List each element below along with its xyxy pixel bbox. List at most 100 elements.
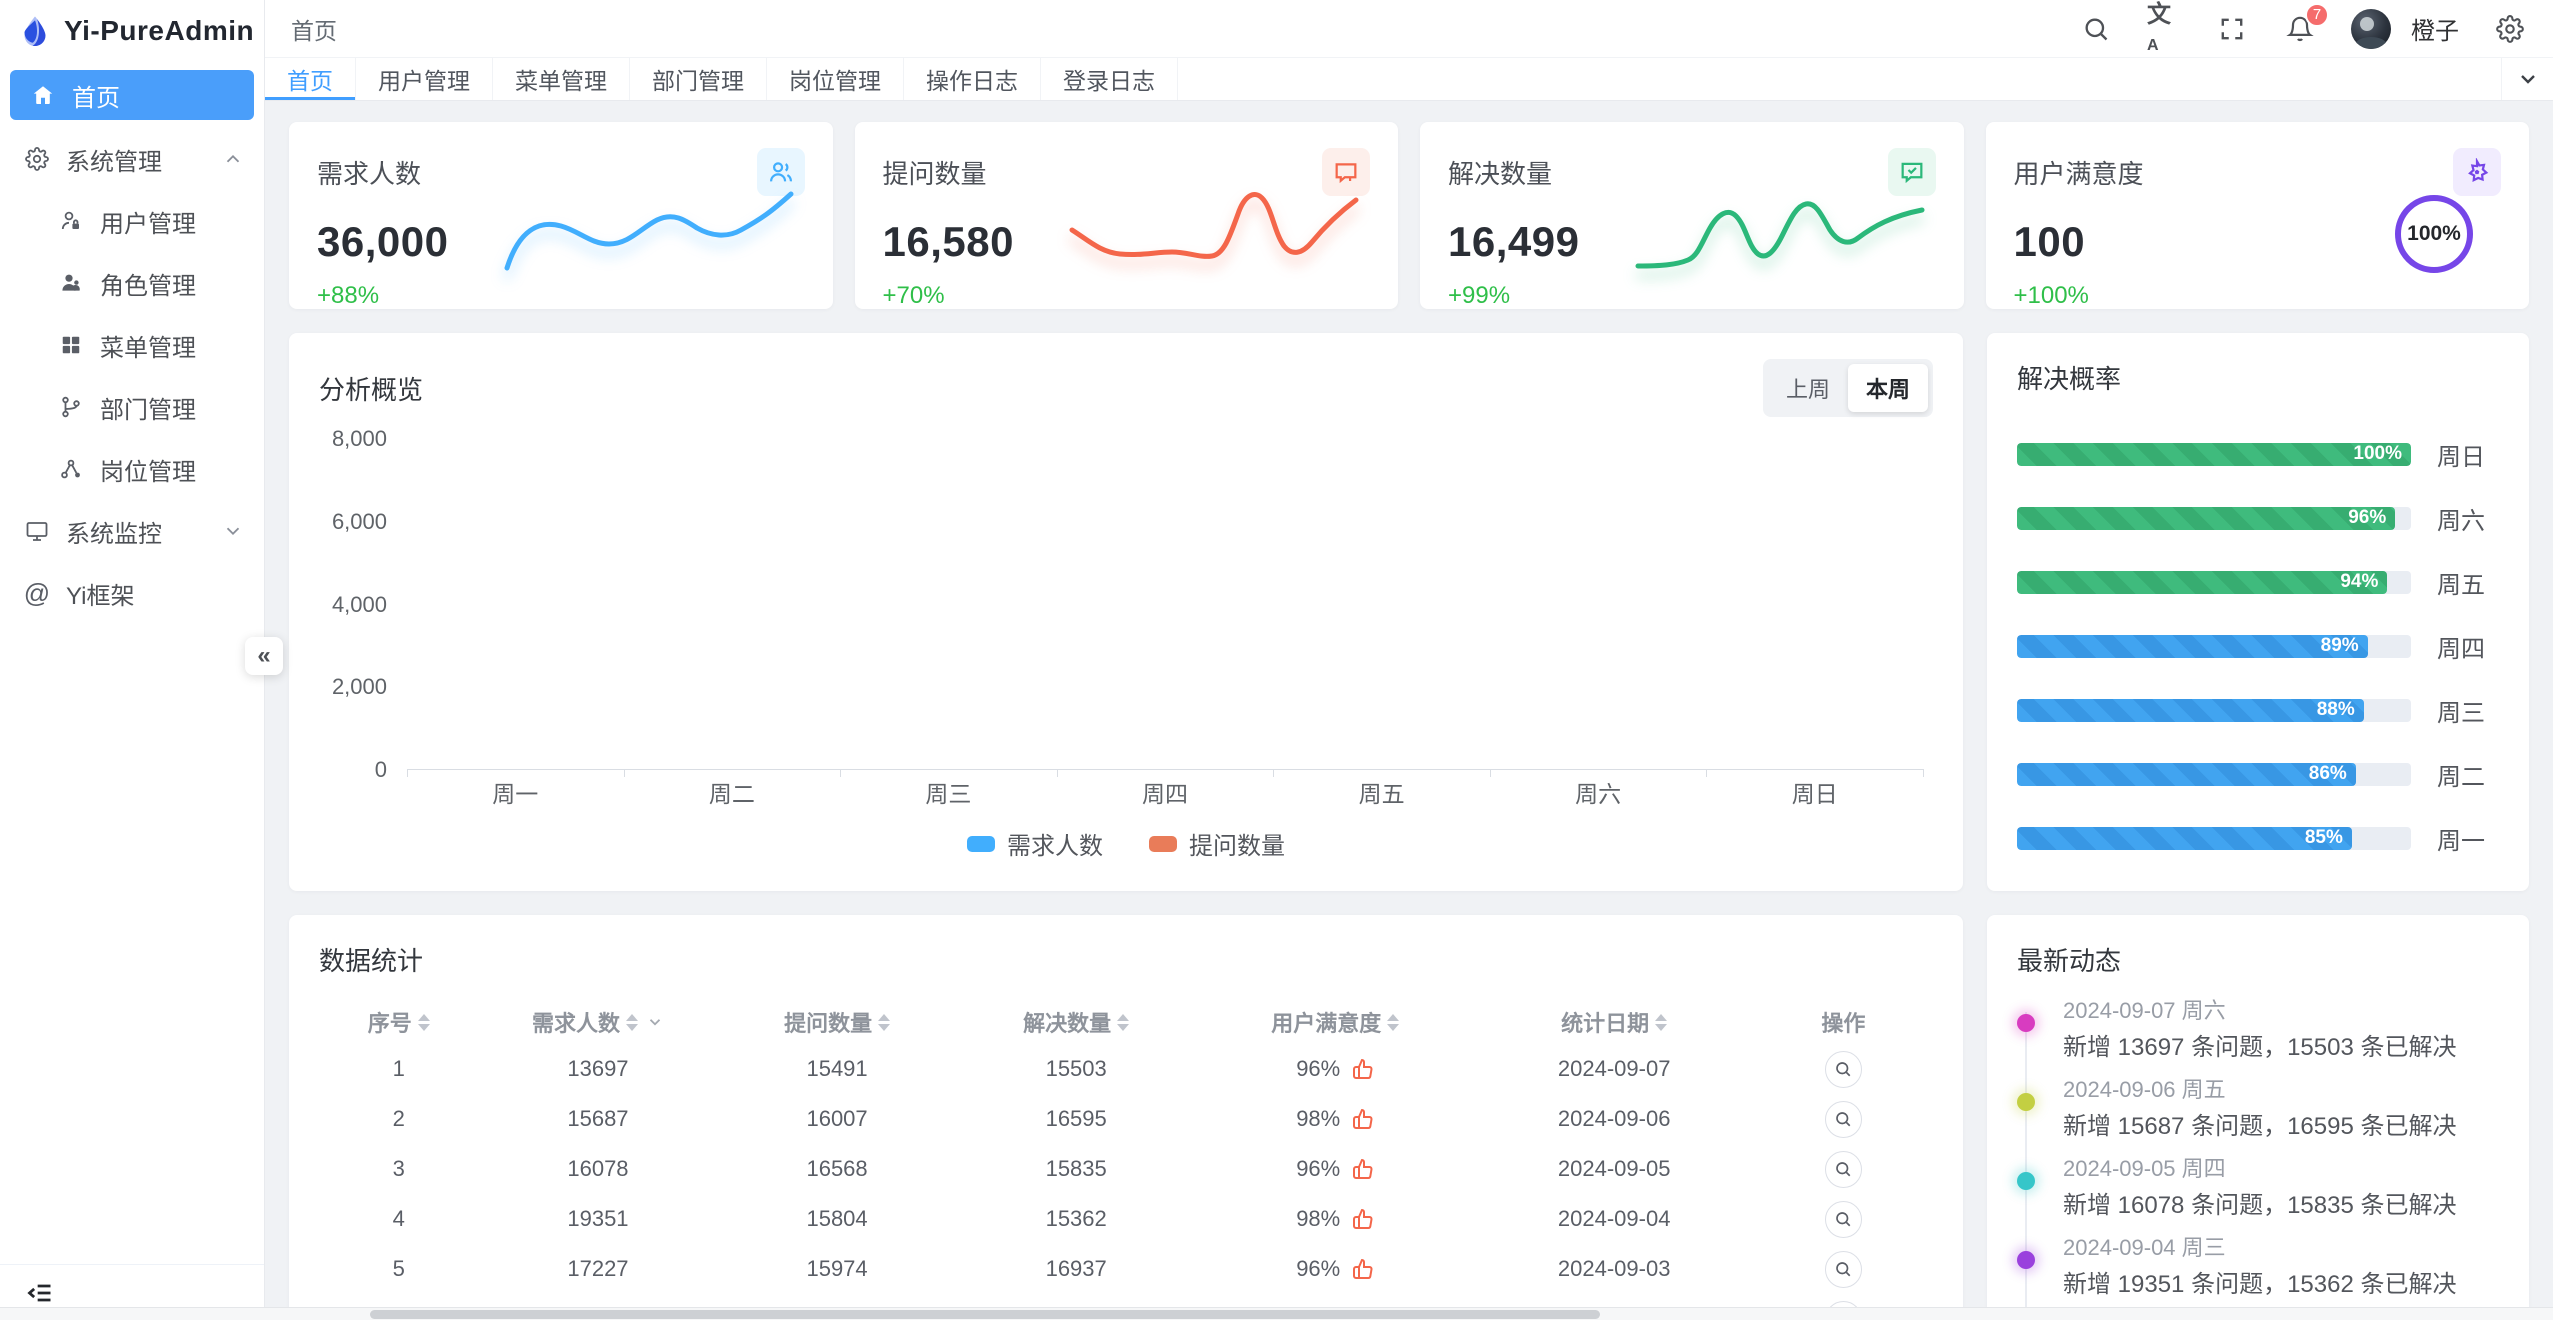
gear-icon[interactable]	[2493, 12, 2527, 46]
table-row: 2 15687 16007 16595 98% 2024-09-06	[319, 1094, 1933, 1144]
horizontal-scrollbar-thumb[interactable]	[370, 1310, 1600, 1319]
tab-部门管理[interactable]: 部门管理	[630, 58, 767, 100]
notification-badge: 7	[2305, 2, 2329, 27]
x-axis-label: 周五	[1358, 781, 1405, 807]
tab-菜单管理[interactable]: 菜单管理	[493, 58, 630, 100]
progress-value: 85%	[2304, 827, 2343, 848]
legend-item-需求人数[interactable]: 需求人数	[967, 826, 1103, 861]
view-row-button[interactable]	[1824, 1200, 1862, 1238]
tab-options-dropdown[interactable]	[2501, 58, 2553, 100]
bell-icon[interactable]: 7	[2283, 2, 2329, 46]
sidebar-item-menu-management[interactable]: 菜单管理	[0, 314, 264, 376]
table-cell	[1754, 1050, 1933, 1088]
view-row-button[interactable]	[1824, 1100, 1862, 1138]
news-text: 新增 16078 条问题，15835 条已解决	[2063, 1192, 2457, 1219]
timeline-dot-icon	[2017, 1014, 2035, 1032]
thumbs-up-icon	[1350, 1157, 1374, 1181]
avatar[interactable]	[2351, 8, 2391, 49]
main-area: 首页 文A 7 橙子	[265, 0, 2553, 1320]
sidebar-item-user-management[interactable]: 用户管理	[0, 190, 264, 252]
table-row: 3 16078 16568 15835 96% 2024-09-05	[319, 1144, 1933, 1194]
sidebar-item-system-monitor[interactable]: 系统监控	[0, 500, 264, 562]
column-header-解决数量[interactable]: 解决数量	[957, 1006, 1196, 1038]
progress-value: 86%	[2308, 763, 2347, 784]
progress-day-label: 周四	[2437, 635, 2485, 663]
table-cell: 15835	[1045, 1156, 1107, 1181]
search-icon[interactable]	[2079, 12, 2113, 46]
column-header-统计日期[interactable]: 统计日期	[1475, 1006, 1754, 1038]
sidebar-item-post-management[interactable]: 岗位管理	[0, 438, 264, 500]
collapse-menu-icon[interactable]	[26, 1279, 54, 1307]
sidebar-item-label: 角色管理	[100, 272, 196, 300]
table-cell: 2024-09-03	[1557, 1256, 1671, 1281]
tab-岗位管理[interactable]: 岗位管理	[767, 58, 904, 100]
sort-carets-icon[interactable]	[1655, 1013, 1668, 1031]
sidebar-item-label: Yi框架	[66, 582, 135, 610]
last-week-button[interactable]: 上周	[1768, 364, 1848, 412]
sort-carets-icon[interactable]	[417, 1013, 430, 1031]
tab-操作日志[interactable]: 操作日志	[904, 58, 1041, 100]
panel-title: 最新动态	[2017, 946, 2122, 976]
progress-fill: 89%	[2017, 634, 2368, 658]
sidebar-item-label: 用户管理	[100, 210, 196, 238]
x-axis-label: 周一	[492, 781, 539, 807]
progress-day-label: 周一	[2437, 827, 2485, 855]
sidebar-item-label: 首页	[72, 84, 120, 112]
sidebar-collapse-button[interactable]: «	[245, 637, 283, 675]
app-title: Yi-PureAdmin	[64, 15, 255, 46]
sidebar-item-system-management[interactable]: 系统管理	[0, 128, 264, 190]
table-cell: 16007	[806, 1106, 868, 1131]
table-cell: 96%	[1196, 1256, 1475, 1282]
sort-carets-icon[interactable]	[1387, 1013, 1400, 1031]
news-item: 2024-09-04 周三 新增 19351 条问题，15362 条已解决	[2017, 1235, 2499, 1300]
analysis-overview-panel: 分析概览 上周 本周 8,000 6,000 4,000 2,000 0 周一 周二 周三周…	[289, 333, 1963, 891]
tab-用户管理[interactable]: 用户管理	[356, 58, 493, 100]
sort-carets-icon[interactable]	[1117, 1013, 1130, 1031]
user-lock-icon	[58, 208, 84, 234]
solve-rate-list: 100% 周日 96% 周六 94% 周五 89% 周四 88% 周三 86% 周二 85% 周一	[2017, 422, 2499, 870]
table-header-row: 序号 需求人数 提问数量 解决数量 用户满意度 统计日期 操作	[319, 1000, 1933, 1044]
tab-登录日志[interactable]: 登录日志	[1041, 58, 1178, 100]
chevron-down-icon	[222, 520, 244, 542]
this-week-button[interactable]: 本周	[1847, 364, 1928, 412]
sidebar-item-role-management[interactable]: 角色管理	[0, 252, 264, 314]
table-row: 1 13697 15491 15503 96% 2024-09-07	[319, 1044, 1933, 1094]
column-header-需求人数[interactable]: 需求人数	[478, 1006, 717, 1038]
progress-fill: 100%	[2017, 442, 2411, 466]
column-header-序号[interactable]: 序号	[319, 1006, 478, 1038]
chevron-up-icon	[222, 148, 244, 170]
fullscreen-icon[interactable]	[2215, 12, 2249, 46]
username[interactable]: 橙子	[2411, 18, 2459, 45]
table-cell: 2	[392, 1106, 405, 1131]
translate-icon[interactable]: 文A	[2147, 1, 2171, 54]
sort-carets-icon[interactable]	[625, 1013, 638, 1031]
view-row-button[interactable]	[1824, 1250, 1862, 1288]
legend-item-提问数量[interactable]: 提问数量	[1149, 826, 1285, 861]
question-chat-icon	[1322, 148, 1370, 196]
demand-sparkline	[504, 191, 793, 271]
tab-首页[interactable]: 首页	[265, 58, 356, 100]
progress-track: 88%	[2017, 698, 2411, 722]
table-cell: 2024-09-05	[1557, 1156, 1671, 1181]
progress-track: 85%	[2017, 826, 2411, 850]
progress-fill: 96%	[2017, 506, 2396, 530]
sort-carets-icon[interactable]	[878, 1013, 891, 1031]
view-row-button[interactable]	[1824, 1050, 1862, 1088]
sidebar-item-home[interactable]: 首页	[10, 70, 254, 120]
sidebar-item-department-management[interactable]: 部门管理	[0, 376, 264, 438]
stat-value: 16,580	[882, 218, 1014, 265]
logo[interactable]: Yi-PureAdmin	[0, 0, 264, 62]
view-row-button[interactable]	[1824, 1150, 1862, 1188]
column-header-提问数量[interactable]: 提问数量	[718, 1006, 957, 1038]
monitor-icon	[24, 518, 50, 544]
column-label: 用户满意度	[1271, 1011, 1382, 1036]
progress-value: 96%	[2348, 507, 2387, 528]
timeline-dot-icon	[2017, 1172, 2035, 1190]
branch-icon	[58, 394, 84, 420]
thumbs-up-icon	[1350, 1207, 1374, 1231]
column-header-用户满意度[interactable]: 用户满意度	[1196, 1006, 1475, 1038]
y-tick-label: 8,000	[331, 426, 387, 451]
sidebar-item-label: 系统管理	[66, 148, 162, 176]
sidebar-item-yi-framework[interactable]: @ Yi框架	[0, 562, 264, 624]
filter-chevron-icon[interactable]	[646, 1013, 664, 1031]
